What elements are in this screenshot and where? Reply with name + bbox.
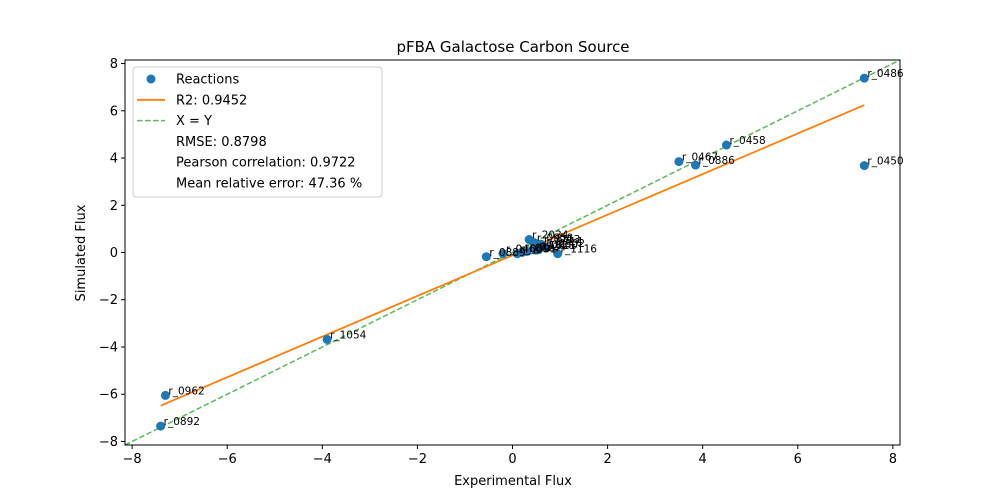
point-label: r_0713 [544, 234, 580, 246]
x-tick-label: 2 [603, 452, 611, 467]
plot-area: r_0486r_0450r_0458r_0467r_0886r_1054r_09… [99, 57, 904, 467]
x-tick-label: −8 [123, 452, 142, 467]
legend-entry: RMSE: 0.8798 [176, 135, 267, 150]
data-point [859, 161, 869, 171]
x-tick-label: −6 [218, 452, 237, 467]
point-label: r_0714 [546, 236, 583, 248]
x-tick-label: 6 [794, 452, 802, 467]
data-point [512, 249, 522, 259]
data-point [322, 334, 332, 344]
point-label: r_0958 [537, 233, 573, 245]
point-label: r_2034 [532, 230, 569, 242]
point-label: r_0962 [168, 385, 204, 397]
legend-entry: Reactions [176, 73, 239, 88]
data-point [721, 140, 731, 150]
chart-title: pFBA Galactose Carbon Source [396, 38, 629, 56]
legend: Reactions R2: 0.9452 X = Y RMSE: 0.8798 Pear… [132, 66, 383, 198]
x-tick-label: 4 [699, 452, 707, 467]
y-tick-label: 6 [110, 104, 118, 119]
point-label: r_0458 [729, 135, 765, 147]
y-tick-label: 2 [110, 199, 118, 214]
point-label: r_0886 [699, 155, 736, 167]
x-tick-label: −2 [408, 452, 427, 467]
x-axis-label: Experimental Flux [454, 474, 572, 489]
point-label: r_0091 [520, 244, 556, 256]
y-axis-label: Simulated Flux [74, 204, 89, 301]
y-tick-label: 8 [110, 57, 118, 72]
y-tick-label: −6 [99, 388, 118, 403]
y-tick-label: 0 [110, 246, 118, 261]
legend-entry: R2: 0.9452 [176, 93, 247, 108]
y-tick-label: 4 [110, 152, 118, 167]
x-tick-label: −4 [313, 452, 332, 467]
y-tick-label: −2 [99, 293, 118, 308]
point-label: r_1021 [539, 240, 575, 252]
point-label: r_0302 [549, 238, 585, 250]
point-label: r_0467 [682, 152, 718, 164]
point-label: r_0467 [525, 243, 561, 255]
y-tick-label: −8 [99, 435, 118, 450]
legend-entry: X = Y [176, 114, 212, 129]
point-label: r_0466 [506, 244, 543, 256]
legend-box [132, 66, 383, 198]
x-tick-label: 8 [889, 452, 897, 467]
point-label: r_0892 [164, 416, 200, 428]
data-point [481, 252, 491, 262]
legend-marker-point [146, 74, 156, 84]
point-label: r_0450 [867, 156, 903, 168]
data-point [498, 249, 508, 259]
data-point [859, 73, 869, 83]
y-tick-label: −4 [99, 340, 118, 355]
identity-line [125, 60, 900, 445]
data-point [553, 249, 563, 259]
data-point [674, 157, 684, 167]
data-point [529, 238, 539, 248]
point-label: r_1116 [561, 244, 598, 256]
point-label: r_0280 [542, 240, 578, 252]
point-label: r_0486 [867, 68, 904, 80]
legend-entry: Pearson correlation: 0.9722 [176, 156, 356, 171]
data-point [691, 160, 701, 170]
x-tick-label: 0 [508, 452, 516, 467]
data-point [541, 243, 551, 253]
point-label: r_0534 [530, 241, 567, 253]
data-point [160, 390, 170, 400]
fit-line [160, 104, 865, 407]
point-label: r_0889 [489, 247, 525, 259]
data-point [531, 245, 541, 255]
point-label: r_1054 [330, 329, 367, 341]
legend-entry: Mean relative error: 47.36 % [176, 177, 362, 192]
data-point [156, 421, 166, 431]
